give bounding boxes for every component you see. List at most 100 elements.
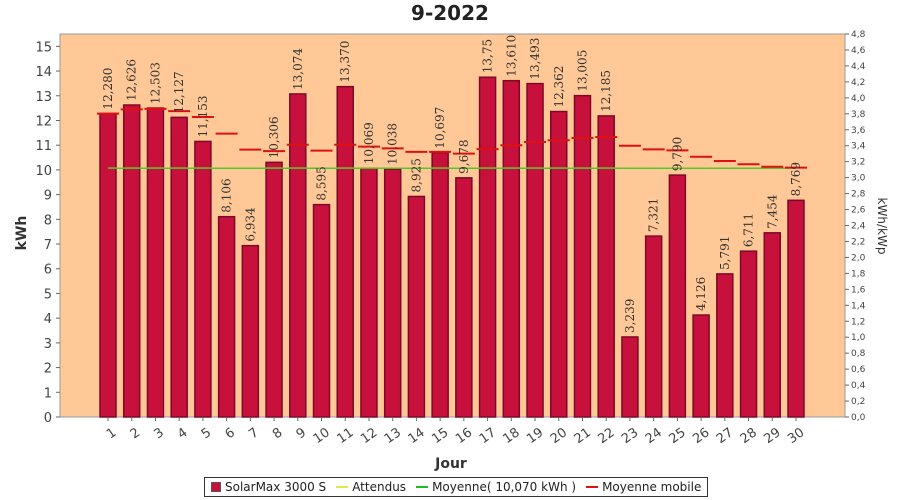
x-tick-label: 9 [294,425,309,442]
bar-data-label: 12,362 [552,66,566,108]
y2-tick-label: 2,0 [851,253,866,263]
plot-area: 01234567891011121314150,00,20,40,60,81,0… [35,30,865,447]
bar-day-8 [265,161,283,418]
legend-label-expected: Attendus [352,480,407,494]
y-tick-label: 2 [44,362,52,377]
bar-data-label: 10,069 [362,122,376,164]
bar-data-label: 10,038 [386,123,400,165]
x-tick-label: 3 [151,425,166,442]
y-tick-label: 11 [35,139,52,154]
y2-tick-label: 2,8 [851,190,866,200]
x-tick-label: 5 [199,425,214,442]
bar-day-27 [716,273,734,418]
legend-label-average: Moyenne( 10,070 kWh ) [432,480,577,494]
x-tick-label: 18 [500,425,522,447]
x-tick-label: 21 [572,425,594,447]
bar-data-label: 13,610 [504,35,518,77]
y2-tick-label: 0,8 [851,349,866,359]
bar-data-label: 13,75 [481,39,495,73]
bar-day-19 [526,82,544,418]
x-tick-label: 29 [761,425,783,447]
bar-data-label: 13,493 [528,38,542,80]
bar-day-28 [739,250,758,418]
bar-day-15 [431,151,449,418]
y2-tick-label: 2,4 [851,222,866,232]
y2-axis-title: kWh/kWp [875,198,889,255]
x-tick-label: 13 [382,425,404,447]
bar-day-26 [692,314,710,418]
y2-tick-label: 3,4 [851,142,866,152]
bar-day-24 [644,235,663,418]
bar-day-23 [621,336,639,418]
y2-tick-label: 3,2 [851,158,865,168]
bar-day-1 [99,112,117,418]
bar-day-2 [122,104,141,418]
x-tick-label: 17 [477,425,499,447]
bar-data-label: 10,306 [267,116,281,158]
bar-data-label: 12,503 [148,62,162,104]
plot-background [59,33,846,418]
y-tick-label: 4 [44,312,52,327]
x-tick-label: 7 [246,425,261,442]
bar-data-label: 9,678 [457,140,471,174]
bar-data-label: 10,697 [433,107,447,149]
bar-day-25 [668,174,687,418]
x-tick-label: 8 [270,425,285,442]
bar-day-7 [241,244,260,418]
x-tick-label: 2 [128,425,143,442]
bar-day-20 [550,110,568,418]
legend-swatch-moving-average [586,486,599,488]
bar-data-label: 9,790 [670,137,684,171]
x-tick-label: 14 [406,425,428,447]
x-tick-label: 22 [595,425,617,447]
y2-tick-label: 2,2 [851,237,865,247]
bar-data-label: 6,711 [742,213,756,247]
y-tick-label: 15 [35,40,52,55]
bar-data-label: 13,074 [291,48,305,90]
chart-title: 9-2022 [411,1,489,25]
bar-data-label: 6,934 [243,207,257,242]
x-tick-label: 28 [738,425,760,447]
y2-tick-label: 1,2 [851,317,865,327]
legend-item-moving-average: Moyenne mobile [586,480,701,494]
x-tick-label: 16 [453,425,475,447]
y2-tick-label: 1,0 [851,333,866,343]
x-tick-label: 30 [785,425,807,447]
bar-day-18 [502,79,521,418]
bar-data-label: 5,791 [718,236,732,270]
y-tick-label: 6 [44,263,52,278]
y2-tick-label: 1,6 [851,285,866,295]
bar-data-label: 11,153 [196,95,210,137]
y2-tick-label: 3,6 [851,126,866,136]
bar-day-13 [383,168,402,418]
y-tick-label: 14 [35,65,52,80]
bar-data-label: 7,321 [647,198,661,232]
y-tick-label: 1 [44,386,52,401]
y-tick-label: 3 [44,337,52,352]
y2-tick-label: 1,8 [851,269,866,279]
y2-tick-label: 4,0 [851,94,866,104]
x-tick-label: 19 [524,425,546,447]
legend: SolarMax 3000 S Attendus Moyenne( 10,070… [204,477,709,497]
bar-data-label: 8,769 [789,162,803,196]
y-tick-label: 8 [44,213,52,228]
bar-day-29 [763,232,782,418]
legend-label-moving-average: Moyenne mobile [602,480,702,494]
y2-tick-label: 0,0 [851,413,866,423]
bar-day-10 [312,203,331,418]
bar-data-label: 3,239 [623,299,637,333]
bar-data-label: 8,595 [315,166,329,200]
x-tick-label: 11 [334,425,356,447]
x-axis-title: Jour [434,456,467,472]
bar-day-4 [170,116,188,418]
bar-data-label: 12,185 [599,70,613,112]
y2-tick-label: 3,8 [851,110,866,120]
legend-swatch-expected [336,486,349,488]
x-tick-label: 20 [548,425,570,447]
bar-day-22 [597,115,615,418]
x-tick-label: 4 [175,425,190,442]
bar-day-3 [146,107,165,418]
legend-item-expected: Attendus [336,480,406,494]
legend-item-average: Moyenne( 10,070 kWh ) [416,480,576,494]
